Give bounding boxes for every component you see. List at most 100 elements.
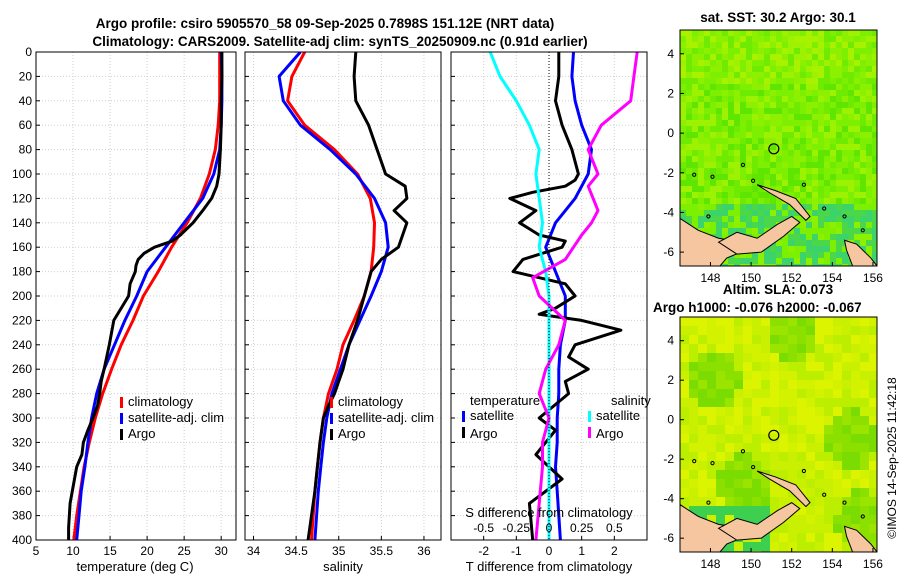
map-cell (707, 353, 717, 363)
map-cell (692, 42, 699, 49)
map-cell (842, 326, 852, 336)
map-cell (752, 407, 762, 417)
map-cell (740, 156, 747, 163)
map-cell (752, 168, 759, 175)
map-cell (698, 488, 708, 498)
map-cell (812, 126, 819, 133)
map-cell (770, 488, 780, 498)
map-cell (869, 425, 877, 435)
map-cell (854, 36, 861, 43)
map-cell (680, 102, 687, 109)
map-cell (704, 48, 711, 55)
map-cell (710, 36, 717, 43)
map-cell (818, 114, 825, 121)
map-cell (686, 48, 693, 55)
map-cell (806, 192, 813, 199)
map-cell (716, 66, 723, 73)
map-cell (842, 234, 849, 241)
map-cell (830, 144, 837, 151)
map-cell (770, 497, 780, 507)
map-cell (734, 542, 744, 552)
map-cell (779, 542, 789, 552)
map-cell (830, 48, 837, 55)
map-cell (872, 156, 877, 163)
map-cell (689, 371, 699, 381)
map-cell (860, 452, 870, 462)
map-cell (872, 180, 877, 187)
map-cell (686, 78, 693, 85)
map-cell (680, 362, 690, 372)
map-cell (854, 174, 861, 181)
land-island (751, 464, 756, 470)
map-cell (743, 470, 753, 480)
map-cell (689, 353, 699, 363)
map-cell (716, 162, 723, 169)
map-cell (794, 264, 801, 266)
salinity-xlabel: salinity (323, 559, 363, 574)
map-cell (710, 30, 717, 37)
y-tick-label: 180 (12, 265, 32, 279)
map-cell (800, 84, 807, 91)
map-cell (758, 120, 765, 127)
map-cell (776, 240, 783, 247)
map-cell (818, 96, 825, 103)
map-cell (680, 407, 690, 417)
map-cell (686, 204, 693, 211)
map-cell (797, 515, 807, 525)
map-cell (842, 497, 852, 507)
map-cell (692, 90, 699, 97)
map-cell (848, 216, 855, 223)
map-cell (806, 264, 813, 266)
legend-swatch-argo (120, 429, 123, 440)
map-cell (776, 96, 783, 103)
map-cell (710, 204, 717, 211)
x-tick-label: -2 (478, 544, 489, 558)
map-cell (752, 470, 762, 480)
series-line-temperature-argo (508, 52, 623, 540)
map-cell (830, 132, 837, 139)
map-cell (830, 42, 837, 49)
map-cell (764, 48, 771, 55)
map-cell (872, 240, 877, 247)
map-cell (770, 42, 777, 49)
map-cell (758, 258, 765, 265)
map-cell (824, 246, 831, 253)
map-cell (770, 156, 777, 163)
map-cell (734, 60, 741, 67)
x-tick-label: 35 (332, 544, 346, 558)
map-cell (743, 371, 753, 381)
map-cell (779, 443, 789, 453)
map-cell (788, 72, 795, 79)
map-cell (872, 162, 877, 169)
map-cell (686, 150, 693, 157)
map-cell (770, 398, 780, 408)
map-cell (830, 228, 837, 235)
map-cell (872, 84, 877, 91)
map-cell (752, 252, 759, 259)
map-cell (776, 48, 783, 55)
map-cell (722, 204, 729, 211)
map-cell (716, 380, 726, 390)
map-cell (824, 60, 831, 67)
map-cell (788, 96, 795, 103)
map-cell (770, 48, 777, 55)
map-cell (836, 150, 843, 157)
map-cell (869, 380, 877, 390)
map-cell (833, 389, 843, 399)
map-cell (842, 246, 849, 253)
map-cell (761, 452, 771, 462)
map-cell (779, 533, 789, 543)
map-cell (854, 54, 861, 61)
map-cell (752, 488, 762, 498)
map-cell (824, 192, 831, 199)
map-cell (704, 90, 711, 97)
map-cell (824, 126, 831, 133)
map-cell (779, 317, 789, 327)
map-cell (746, 42, 753, 49)
map-cell (842, 84, 849, 91)
map-cell (788, 234, 795, 241)
map-cell (704, 78, 711, 85)
map-cell (686, 84, 693, 91)
legend-header-salinity: salinity (611, 393, 651, 408)
map-cell (779, 452, 789, 462)
